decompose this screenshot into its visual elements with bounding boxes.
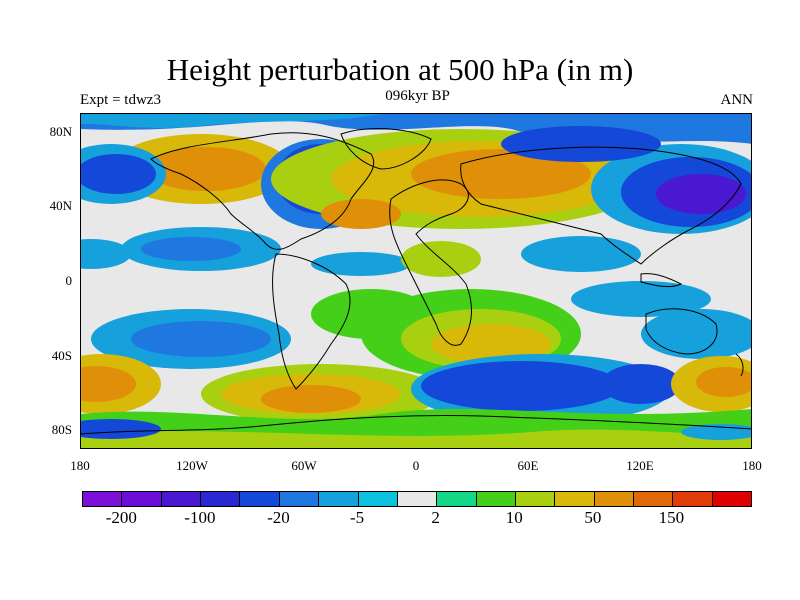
colorbar-tick-label: -20: [267, 508, 290, 527]
colorbar-swatch: [437, 492, 477, 506]
latitude-tick-label: 40N: [49, 198, 72, 214]
colorbar-swatch: [122, 492, 162, 506]
longitude-tick-label: 0: [412, 458, 420, 473]
colorbar-tick-label: 10: [505, 508, 523, 527]
colorbar-swatch: [201, 492, 241, 506]
colorbar-swatch: [594, 492, 635, 506]
colorbar-tick-label: 2: [431, 508, 440, 527]
latitude-tick-label: 80S: [51, 422, 72, 438]
colorbar-swatch: [673, 492, 713, 506]
height-perturbation-field: [81, 114, 751, 448]
map-panel: [80, 113, 752, 449]
colorbar-swatch: [712, 492, 752, 506]
colorbar-swatch: [515, 492, 556, 506]
colorbar-tick-label: -5: [349, 508, 365, 527]
colorbar-swatch: [240, 492, 280, 506]
colorbar-swatch: [358, 492, 398, 506]
longitude-tick-label: 180: [70, 458, 90, 473]
colorbar-swatch: [397, 492, 438, 506]
period-label: 096kyr BP: [385, 88, 450, 104]
latitude-tick-label: 40S: [51, 347, 72, 363]
colorbar-swatch: [476, 492, 516, 506]
latitude-tick-label: 0: [65, 273, 73, 288]
colorbar-tick-label: 50: [584, 508, 602, 527]
colorbar-tick-label: 150: [658, 508, 685, 527]
season-label: ANN: [720, 92, 754, 108]
colorbar-swatch: [83, 492, 123, 506]
colorbar-tick-label: -200: [105, 508, 137, 527]
figure-title: Height perturbation at 500 hPa (in m): [166, 52, 634, 87]
colorbar-swatch: [634, 492, 674, 506]
colorbar-swatch: [555, 492, 595, 506]
colorbar: [82, 491, 752, 507]
colorbar-swatch: [319, 492, 359, 506]
latitude-tick-label: 80N: [49, 123, 72, 139]
colorbar-swatch: [279, 492, 320, 506]
longitude-tick-label: 60E: [517, 458, 539, 473]
colorbar-swatch: [161, 492, 202, 506]
colorbar-tick-label: -100: [184, 508, 216, 527]
experiment-label: Expt = tdwz3: [80, 92, 161, 108]
longitude-tick-label: 120E: [626, 458, 654, 473]
longitude-tick-label: 60W: [291, 458, 317, 473]
longitude-tick-label: 180: [742, 458, 762, 473]
longitude-tick-label: 120W: [176, 458, 208, 473]
